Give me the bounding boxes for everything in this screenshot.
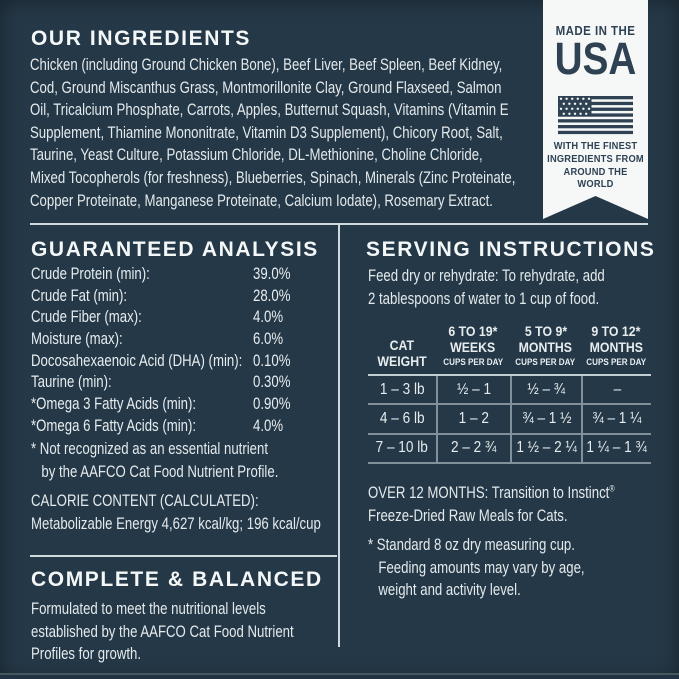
cell-value: 4 – 6 lb — [379, 409, 425, 427]
table-cell: 2 – 2 ¾ — [436, 434, 510, 464]
analysis-footnote-line2: by the AAFCO Cat Food Nutrient Profile. — [41, 462, 279, 481]
bottom-edge-highlight — [0, 673, 679, 675]
transition-text: OVER 12 MONTHS: Transition to Instinct — [368, 484, 610, 502]
calorie-value: Metabolizable Energy 4,627 kcal/kg; 196 … — [31, 514, 321, 533]
table-cell: 1 – 2 — [436, 405, 510, 435]
serving-footnote-line2: Feeding amounts may vary by age, — [378, 558, 585, 577]
table-header-6-19-weeks: 6 TO 19* WEEKS CUPS PER DAY — [436, 314, 510, 376]
nutrient-value: 28.0% — [253, 286, 291, 305]
nutrient-row: Docosahexaenoic Acid (DHA) (min): 0.10% — [31, 351, 331, 373]
cell-value: 7 – 10 lb — [375, 439, 429, 457]
nutrient-value: 0.30% — [253, 373, 291, 392]
header-subline: CUPS PER DAY — [515, 357, 576, 368]
feeding-table: CAT WEIGHT 6 TO 19* WEEKS CUPS PER DAY 5… — [368, 314, 651, 464]
nutrient-row: *Omega 6 Fatty Acids (min): 4.0% — [31, 416, 331, 438]
nutrient-value: 4.0% — [253, 308, 284, 327]
nutrient-label: Taurine (min): — [31, 373, 112, 392]
nutrient-value: 0.90% — [253, 395, 291, 414]
nutrient-label: Moisture (max): — [31, 330, 123, 349]
table-cell-weight: 7 – 10 lb — [368, 435, 436, 464]
serving-instructions-heading: SERVING INSTRUCTIONS — [366, 238, 656, 261]
nutrient-value: 0.10% — [253, 351, 291, 370]
header-line: MONTHS — [589, 338, 643, 355]
table-cell: – — [581, 376, 651, 406]
table-cell: ½ – 1 — [436, 376, 510, 406]
cell-value: 1 ½ – 2 ¼ — [516, 439, 577, 457]
nutrient-row: Crude Fat (min): 28.0% — [31, 286, 331, 308]
transition-line1: OVER 12 MONTHS: Transition to Instinct® — [368, 482, 672, 505]
serving-footnote-line1: * Standard 8 oz dry measuring cup. — [368, 536, 575, 554]
complete-balanced-text: Formulated to meet the nutritional level… — [31, 600, 294, 664]
cell-value: ¾ – 1 ½ — [521, 409, 572, 427]
table-header-9-12-months: 9 TO 12* MONTHS CUPS PER DAY — [581, 314, 651, 376]
table-cell: 1 ½ – 2 ¼ — [510, 434, 581, 464]
table-cell-weight: 4 – 6 lb — [368, 405, 436, 435]
calorie-heading: CALORIE CONTENT (CALCULATED): — [31, 492, 259, 510]
nutrient-row: Crude Protein (min): 39.0% — [31, 264, 331, 286]
header-line: WEIGHT — [377, 352, 427, 369]
usa-label: USA — [554, 33, 637, 84]
table-cell-weight: 1 – 3 lb — [368, 376, 436, 406]
bottom-edge-strip — [0, 674, 679, 679]
cell-value: 1 – 2 — [458, 409, 490, 427]
nutrient-label: Crude Protein (min): — [31, 265, 150, 283]
made-in-the-label: MADE IN THE — [555, 24, 636, 38]
header-subline: CUPS PER DAY — [443, 357, 503, 368]
analysis-footnote: * Not recognized as an essential nutrien… — [31, 438, 335, 483]
nutrient-row: *Omega 3 Fatty Acids (min): 0.90% — [31, 394, 331, 416]
registered-trademark-icon: ® — [609, 483, 615, 494]
cell-value: ½ – 1 — [456, 380, 492, 398]
table-cell: ½ – ¾ — [510, 376, 581, 406]
nutrient-row: Crude Fiber (max): 4.0% — [31, 307, 331, 329]
guaranteed-analysis-table: Crude Protein (min): 39.0% Crude Fat (mi… — [31, 264, 331, 438]
header-line: MONTHS — [518, 338, 573, 355]
table-cell: 1 ¼ – 1 ¾ — [581, 434, 651, 464]
ribbon-tagline: WITH THE FINEST INGREDIENTS FROM AROUND … — [547, 141, 644, 191]
nutrient-value: 6.0% — [253, 330, 284, 349]
ingredients-heading: OUR INGREDIENTS — [31, 27, 252, 50]
nutrient-label: *Omega 3 Fatty Acids (min): — [31, 395, 197, 414]
transition-note: OVER 12 MONTHS: Transition to Instinct® … — [368, 482, 672, 527]
complete-balanced-heading: COMPLETE & BALANCED — [31, 568, 323, 591]
table-header-cat-weight: CAT WEIGHT — [368, 314, 436, 376]
nutrient-row: Taurine (min): 0.30% — [31, 372, 331, 394]
cell-value: 1 ¼ – 1 ¾ — [586, 439, 648, 457]
nutrient-value: 4.0% — [253, 416, 284, 435]
header-line: 5 TO 9* — [524, 323, 567, 339]
guaranteed-analysis-heading: GUARANTEED ANALYSIS — [31, 238, 319, 261]
nutrient-row: Moisture (max): 6.0% — [31, 329, 331, 351]
usa-flag-icon — [558, 96, 633, 141]
divider-left-column — [30, 555, 337, 557]
header-line: CAT — [389, 337, 415, 353]
cell-value: ¾ – 1 ¼ — [592, 409, 642, 427]
serving-footnote-line3: weight and activity level. — [378, 581, 521, 600]
nutrient-value: 39.0% — [253, 265, 291, 283]
ingredients-text: Chicken (including Ground Chicken Bone),… — [30, 56, 516, 210]
cell-value: – — [613, 380, 621, 398]
serving-intro-text: Feed dry or rehydrate: To rehydrate, add… — [368, 267, 605, 308]
cell-value: ½ – ¾ — [527, 380, 566, 398]
header-line: 9 TO 12* — [591, 323, 641, 339]
calorie-content: CALORIE CONTENT (CALCULATED): Metaboliza… — [31, 490, 351, 535]
table-header-5-9-months: 5 TO 9* MONTHS CUPS PER DAY — [510, 314, 581, 376]
header-subline: CUPS PER DAY — [586, 357, 646, 368]
analysis-footnote-line1: * Not recognized as an essential nutrien… — [31, 440, 269, 458]
nutrient-label: Crude Fat (min): — [31, 286, 128, 305]
made-in-usa-ribbon: MADE IN THE USA — [543, 0, 648, 219]
header-line: WEEKS — [450, 338, 496, 355]
divider-columns — [338, 223, 340, 647]
cell-value: 1 – 3 lb — [379, 380, 425, 398]
nutrient-label: *Omega 6 Fatty Acids (min): — [31, 416, 197, 435]
nutrient-label: Docosahexaenoic Acid (DHA) (min): — [31, 351, 243, 370]
table-cell: ¾ – 1 ½ — [510, 405, 581, 435]
header-line: 6 TO 19* — [448, 323, 498, 339]
transition-line2: Freeze-Dried Raw Meals for Cats. — [368, 506, 568, 525]
cell-value: 2 – 2 ¾ — [451, 439, 497, 457]
serving-footnote: * Standard 8 oz dry measuring cup. Feedi… — [368, 534, 672, 602]
table-cell: ¾ – 1 ¼ — [581, 405, 651, 435]
nutrient-label: Crude Fiber (max): — [31, 308, 142, 327]
